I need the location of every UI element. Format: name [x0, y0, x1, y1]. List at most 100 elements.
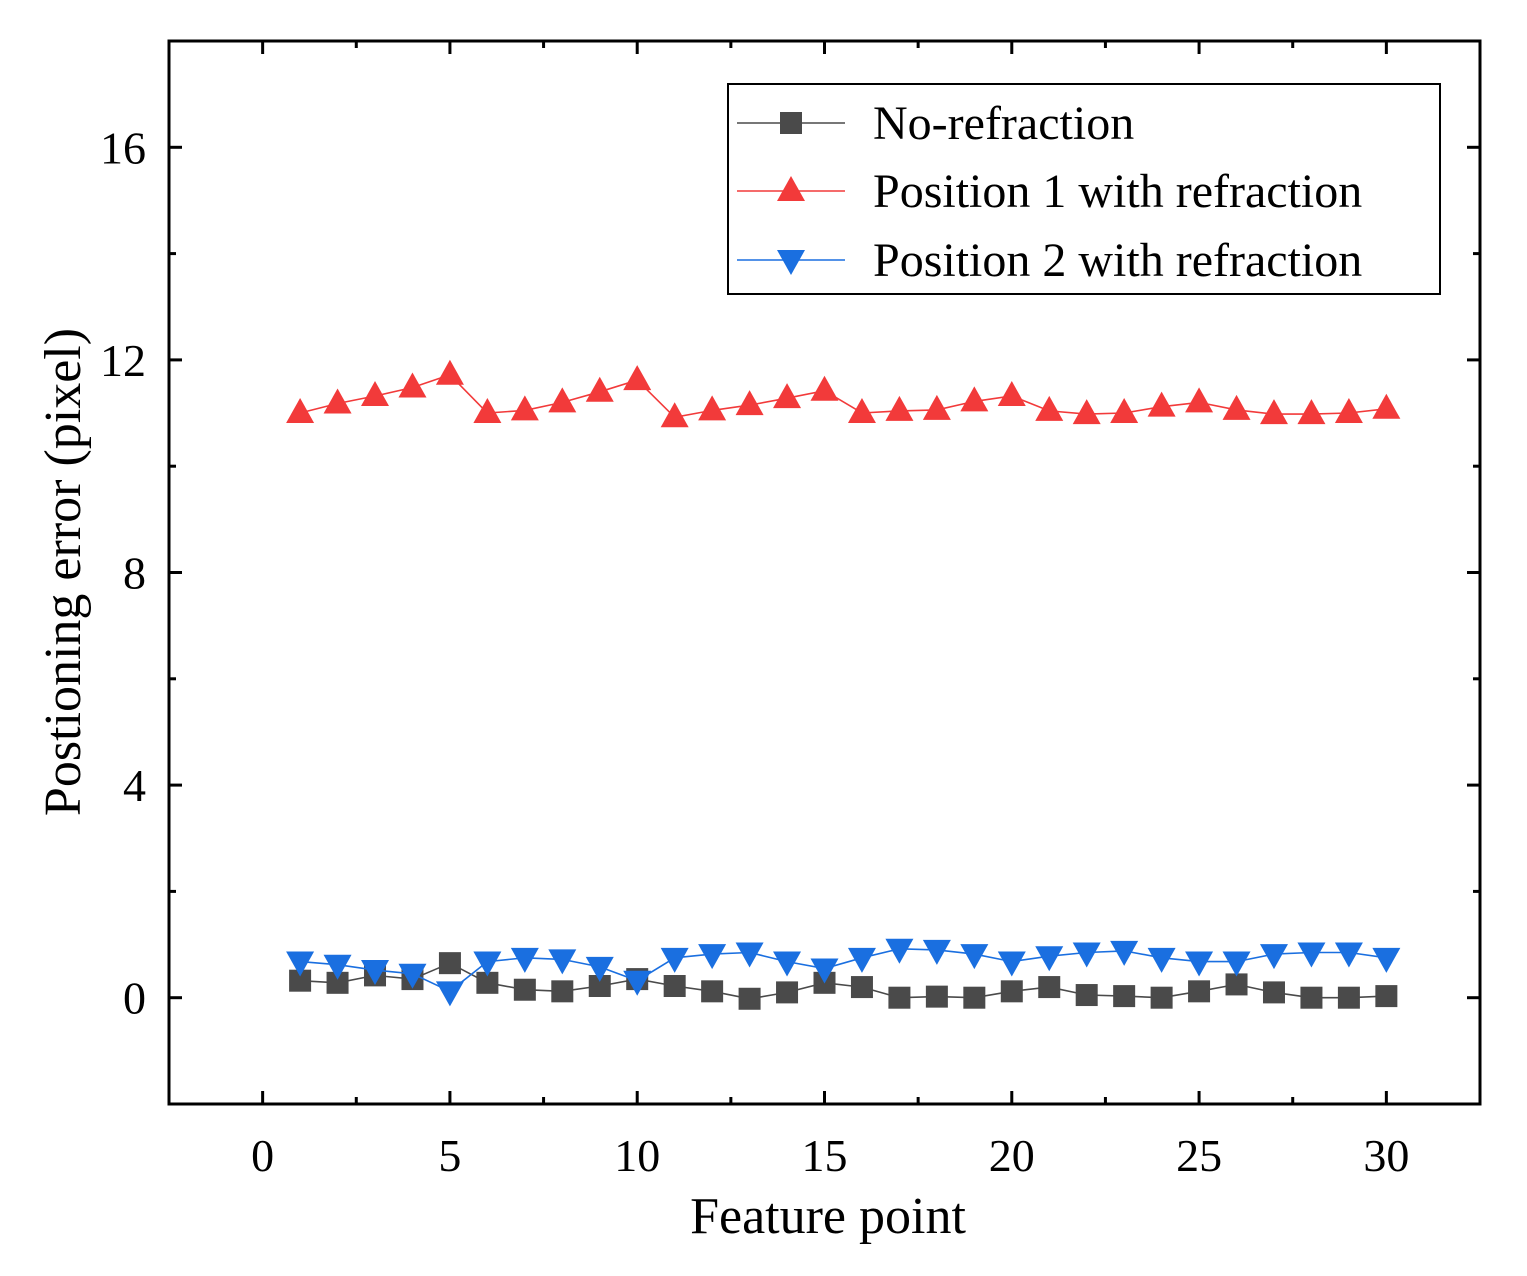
data-point — [438, 952, 461, 975]
data-point — [963, 986, 986, 1009]
data-point — [435, 981, 464, 1007]
data-point — [398, 372, 427, 398]
data-point — [776, 981, 799, 1004]
data-point — [323, 388, 352, 414]
series-3 — [286, 938, 1401, 1007]
data-point — [548, 949, 577, 975]
data-point — [1147, 391, 1176, 417]
data-point — [1334, 398, 1363, 424]
data-point — [1075, 984, 1098, 1007]
data-point — [1110, 940, 1139, 966]
x-tick-label: 0 — [251, 1130, 274, 1181]
y-tick-label: 4 — [123, 760, 146, 811]
data-point — [588, 975, 611, 998]
y-axis-title: Postioning error (pixel) — [35, 328, 92, 816]
data-point — [1113, 985, 1136, 1008]
data-point — [473, 398, 502, 424]
data-point — [922, 394, 951, 420]
data-point — [1259, 399, 1288, 425]
data-point — [1222, 394, 1251, 420]
data-point — [885, 395, 914, 421]
data-point — [1035, 395, 1064, 421]
data-point — [735, 390, 764, 416]
data-point — [1185, 387, 1214, 413]
data-point — [1262, 981, 1285, 1004]
legend-label: Position 1 with refraction — [873, 165, 1362, 218]
legend-marker — [777, 250, 805, 275]
x-tick-label: 30 — [1363, 1130, 1409, 1181]
legend-marker — [777, 176, 805, 201]
data-point — [623, 365, 652, 391]
data-point — [1297, 942, 1326, 968]
data-point — [847, 398, 876, 424]
x-axis-title: Feature point — [690, 1188, 966, 1245]
data-point — [476, 971, 499, 994]
x-tick-label: 20 — [989, 1130, 1035, 1181]
series-1 — [289, 952, 1398, 1010]
data-point — [735, 942, 764, 968]
legend-marker — [780, 112, 802, 134]
data-point — [698, 944, 727, 970]
data-point — [701, 980, 724, 1003]
series-2 — [286, 359, 1401, 428]
data-point — [289, 969, 312, 992]
data-point — [1372, 393, 1401, 419]
y-tick-label: 0 — [123, 973, 146, 1024]
data-point — [398, 963, 427, 989]
data-point — [1072, 942, 1101, 968]
ticks-layer: 0 5 10 15 20 25 30 0 4 8 12 16 — [100, 39, 1480, 1181]
data-point — [548, 387, 577, 413]
data-point — [473, 951, 502, 977]
x-tick-label: 10 — [614, 1130, 660, 1181]
legend-label: No-refraction — [873, 97, 1134, 150]
data-point — [1150, 986, 1173, 1009]
data-point — [1375, 985, 1398, 1008]
data-point — [663, 975, 686, 998]
data-point — [1337, 986, 1360, 1009]
data-point — [1372, 947, 1401, 973]
legend-box — [727, 83, 1441, 295]
data-point — [1225, 973, 1248, 996]
x-tick-label: 5 — [438, 1130, 461, 1181]
data-point — [773, 383, 802, 409]
y-tick-label: 8 — [123, 548, 146, 599]
data-point — [1300, 986, 1323, 1009]
data-point — [1188, 980, 1211, 1003]
data-point — [1297, 399, 1326, 425]
data-point — [1038, 976, 1061, 999]
data-point — [925, 985, 948, 1008]
data-point — [997, 381, 1026, 407]
data-point — [1147, 947, 1176, 973]
data-point — [1072, 399, 1101, 425]
data-point — [997, 951, 1026, 977]
data-point — [513, 978, 536, 1001]
data-point — [810, 375, 839, 401]
y-tick-label: 12 — [100, 335, 146, 386]
data-point — [286, 951, 315, 977]
y-tick-label: 16 — [100, 122, 146, 173]
x-tick-label: 15 — [802, 1130, 848, 1181]
data-point — [1334, 942, 1363, 968]
data-point — [551, 980, 574, 1003]
data-point — [1259, 944, 1288, 970]
series-layer — [286, 359, 1401, 1010]
data-point — [888, 986, 911, 1009]
data-point — [738, 987, 761, 1010]
data-point — [323, 954, 352, 980]
data-point — [1035, 946, 1064, 972]
legend: No-refraction Position 1 with refraction P… — [727, 83, 1441, 295]
data-point — [1185, 951, 1214, 977]
data-point — [660, 402, 689, 428]
data-point — [510, 395, 539, 421]
x-tick-label: 25 — [1176, 1130, 1222, 1181]
data-point — [960, 944, 989, 970]
data-point — [885, 938, 914, 964]
data-point — [773, 951, 802, 977]
data-point — [361, 381, 390, 407]
data-point — [585, 956, 614, 982]
data-point — [1110, 398, 1139, 424]
data-point — [286, 398, 315, 424]
data-point — [585, 376, 614, 402]
data-point — [922, 939, 951, 965]
